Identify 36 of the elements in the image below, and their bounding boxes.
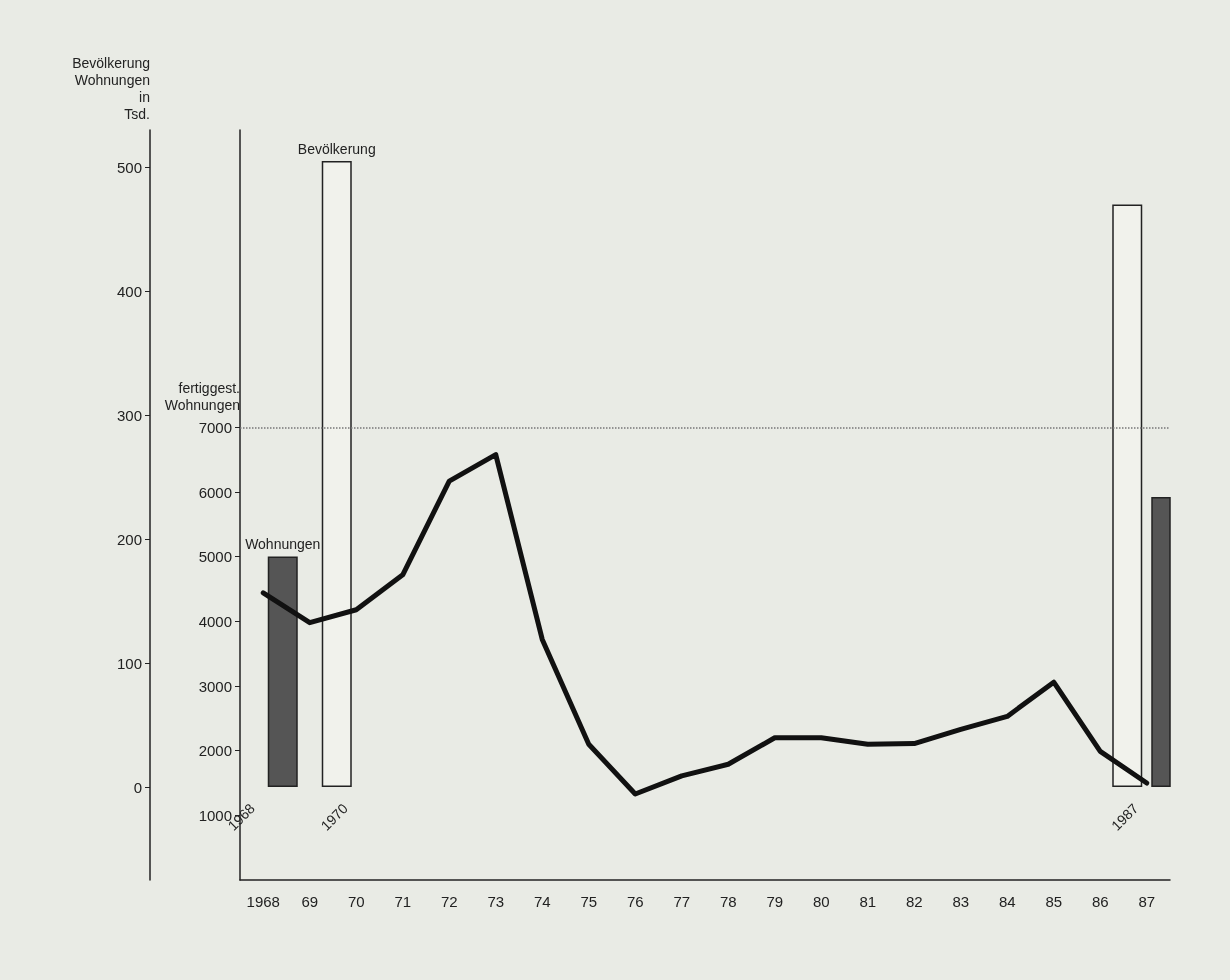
x-tick-label: 70 — [347, 893, 365, 910]
x-tick-label: 82 — [905, 893, 923, 910]
x-tick-label: 72 — [440, 893, 458, 910]
x-tick-label: 86 — [1091, 893, 1109, 910]
x-tick-label: 77 — [673, 893, 691, 910]
x-tick-label: 79 — [766, 893, 784, 910]
x-tick-label: 74 — [533, 893, 551, 910]
y2-tick-label: 0 — [133, 778, 142, 796]
series-label: Wohnungen — [245, 536, 321, 553]
y2-tick-label: 100 — [116, 654, 142, 672]
y2-tick-label: 200 — [116, 530, 142, 548]
x-tick-label: 83 — [952, 893, 970, 910]
y2-axis-title: Bevölkerung Wohnungen in Tsd. — [72, 54, 150, 122]
x-tick-label: 69 — [301, 893, 319, 910]
y2-tick-label: 400 — [116, 282, 142, 300]
x-tick-label: 73 — [487, 893, 505, 910]
x-tick-label: 76 — [626, 893, 644, 910]
x-tick-label: 78 — [719, 893, 737, 910]
y-axis-title: fertiggest. Wohnungen — [164, 379, 240, 413]
y-tick-label: 2000 — [198, 742, 232, 760]
y2-tick-label: 300 — [116, 406, 142, 424]
y-tick-label: 7000 — [198, 418, 232, 436]
y-tick-label: 5000 — [198, 548, 232, 566]
x-tick-label: 85 — [1045, 893, 1063, 910]
x-tick-label: 80 — [812, 893, 830, 910]
x-tick-label: 87 — [1138, 893, 1156, 910]
x-tick-label: 84 — [998, 893, 1016, 910]
x-tick-label: 75 — [580, 893, 598, 910]
x-tick-label: 71 — [394, 893, 412, 910]
x-tick-label: 1968 — [246, 893, 280, 910]
y-tick-label: 6000 — [198, 483, 232, 501]
y2-tick-label: 500 — [116, 158, 142, 176]
series-label: Bevölkerung — [297, 140, 376, 157]
y-tick-label: 3000 — [198, 677, 232, 695]
x-tick-label: 81 — [859, 893, 877, 910]
y-tick-label: 4000 — [198, 612, 232, 630]
